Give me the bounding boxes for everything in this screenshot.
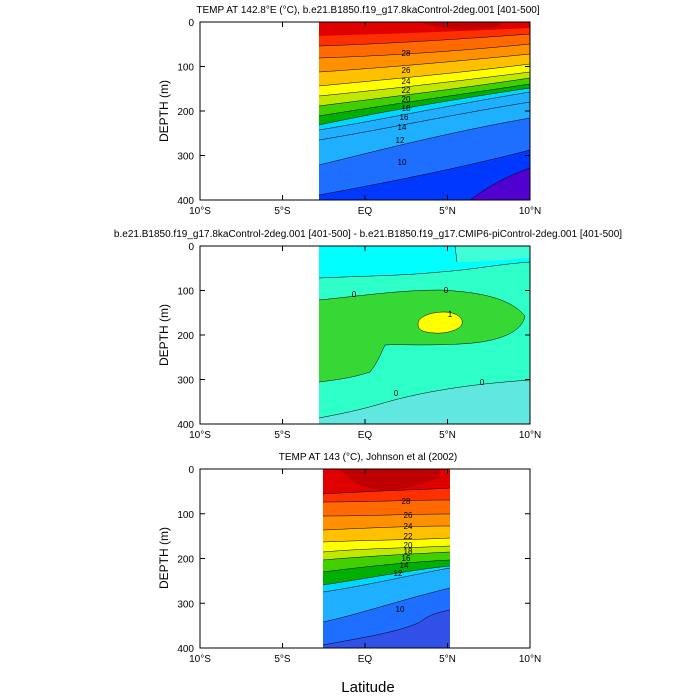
x-tick-label: 5°S [274, 430, 291, 441]
x-tick-label: 10°N [519, 430, 541, 441]
y-tick-label: 200 [177, 555, 194, 566]
contour-label: 10 [396, 605, 405, 614]
panel-1-y-ticks: 0 100 200 300 400 [177, 18, 530, 207]
y-tick-label: 0 [188, 465, 194, 476]
panel-1-ylabel: DEPTH (m) [157, 80, 171, 142]
contour-label: 28 [402, 497, 411, 506]
panel-3-ylabel: DEPTH (m) [157, 527, 171, 589]
y-tick-label: 100 [177, 287, 194, 298]
panel-1-contour-labels: 28 26 24 22 20 18 16 14 12 10 [396, 49, 411, 167]
contour-label: 12 [396, 136, 405, 145]
contour-label: 26 [402, 66, 411, 75]
panel-3-title: TEMP AT 143 (°C), Johnson et al (2002) [279, 452, 458, 463]
panel-2-contour-labels: 0 0 1 0 0 [352, 286, 485, 398]
contour-label: 16 [400, 113, 409, 122]
x-tick-label: 5°N [439, 654, 456, 665]
x-tick-label: 5°S [274, 654, 291, 665]
y-tick-label: 400 [177, 196, 194, 207]
panel-3-contour-labels: 28 26 24 22 20 18 16 14 12 10 [394, 497, 413, 614]
panel-1: TEMP AT 142.8°E (°C), b.e21.B1850.f19_g1… [157, 5, 541, 217]
x-tick-label: EQ [358, 206, 373, 217]
panel-1-x-ticks: 10°S 5°S EQ 5°N 10°N [189, 22, 541, 217]
y-tick-label: 400 [177, 420, 194, 431]
panel-3-x-ticks: 10°S 5°S EQ 5°N 10°N [189, 469, 541, 665]
x-tick-label: 5°S [274, 206, 291, 217]
y-tick-label: 200 [177, 331, 194, 342]
x-tick-label: 5°N [439, 206, 456, 217]
contour-label: 0 [480, 378, 485, 387]
x-tick-label: 10°N [519, 654, 541, 665]
x-tick-label: EQ [358, 654, 373, 665]
contour-label: 24 [404, 522, 413, 531]
x-tick-label: 10°S [189, 206, 211, 217]
contour-label: 22 [404, 532, 413, 541]
panel-2-filled-contours [319, 246, 530, 424]
y-tick-label: 100 [177, 510, 194, 521]
contour-label: 16 [402, 554, 411, 563]
y-tick-label: 0 [188, 242, 194, 253]
x-tick-label: 10°S [189, 430, 211, 441]
contour-label: 20 [402, 95, 411, 104]
panel-3-y-ticks: 0 100 200 300 400 [177, 465, 530, 655]
contour-label: 18 [404, 547, 413, 556]
panel-3-contour-lines [323, 487, 450, 646]
contour-label: 0 [394, 389, 399, 398]
contour-label: 0 [444, 286, 449, 295]
contour-label: 12 [394, 569, 403, 578]
contour-label: 26 [404, 511, 413, 520]
y-tick-label: 100 [177, 63, 194, 74]
panel-2-x-ticks: 10°S 5°S EQ 5°N 10°N [189, 246, 541, 441]
panel-2-title: b.e21.B1850.f19_g17.8kaControl-2deg.001 … [114, 229, 622, 240]
contour-label: 18 [402, 104, 411, 113]
x-tick-label: EQ [358, 430, 373, 441]
panel-3: TEMP AT 143 (°C), Johnson et al (2002) D… [157, 452, 541, 665]
panel-1-contour-lines [319, 33, 530, 200]
panel-2-ylabel: DEPTH (m) [157, 304, 171, 366]
contour-label: 20 [404, 541, 413, 550]
y-tick-label: 0 [188, 18, 194, 29]
panel-3-filled-contours [323, 469, 450, 648]
contour-label: 10 [398, 158, 407, 167]
y-tick-label: 200 [177, 107, 194, 118]
contour-label: 24 [402, 77, 411, 86]
y-tick-label: 300 [177, 599, 194, 610]
contour-label: 22 [402, 86, 411, 95]
x-tick-label: 5°N [439, 430, 456, 441]
panel-2-contour-lines [319, 246, 530, 419]
y-tick-label: 300 [177, 376, 194, 387]
panel-1-filled-contours [319, 22, 530, 200]
x-tick-label: 10°N [519, 206, 541, 217]
y-tick-label: 400 [177, 644, 194, 655]
contour-label: 28 [402, 49, 411, 58]
figure-xlabel: Latitude [341, 679, 394, 696]
panel-1-title: TEMP AT 142.8°E (°C), b.e21.B1850.f19_g1… [196, 5, 539, 16]
x-tick-label: 10°S [189, 654, 211, 665]
y-tick-label: 300 [177, 152, 194, 163]
panel-2: b.e21.B1850.f19_g17.8kaControl-2deg.001 … [114, 229, 622, 441]
contour-label: 1 [448, 310, 453, 319]
contour-label: 14 [398, 123, 407, 132]
contour-label: 0 [352, 290, 357, 299]
contour-label: 14 [400, 561, 409, 570]
